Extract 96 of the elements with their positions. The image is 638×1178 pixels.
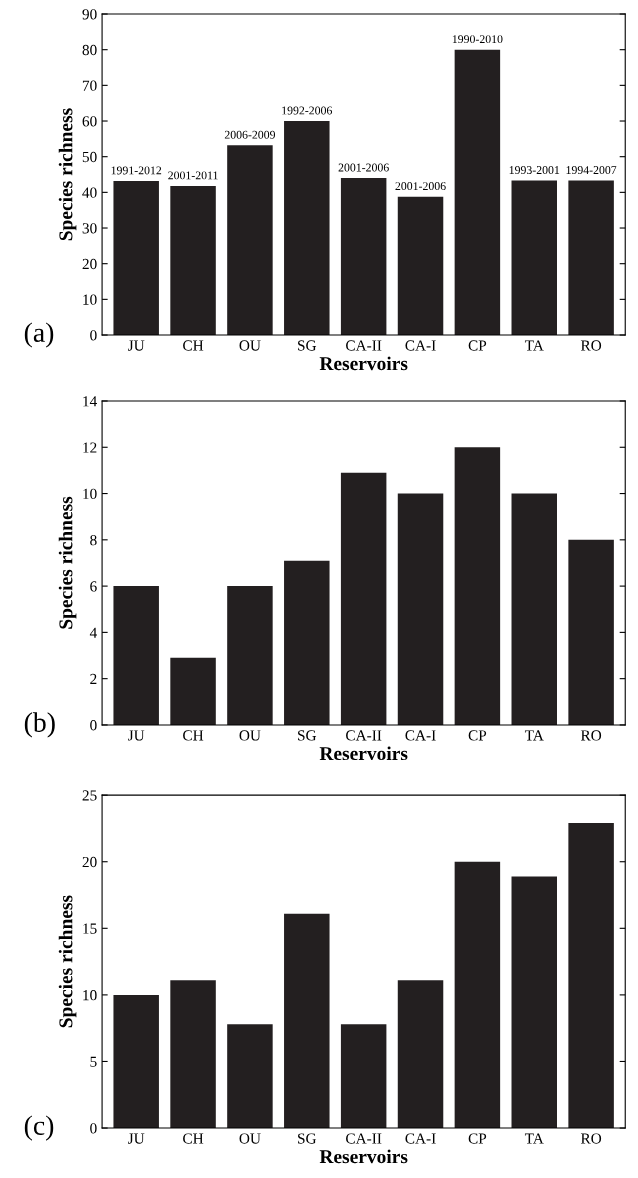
x-tick-label: OU — [239, 730, 261, 741]
bar — [568, 823, 614, 1129]
y-tick-label: 70 — [82, 80, 97, 91]
bar — [284, 560, 330, 725]
y-tick-label: 20 — [82, 258, 97, 270]
bar — [170, 185, 216, 336]
bar — [113, 586, 159, 725]
x-tick-label: RO — [580, 1133, 602, 1144]
bar — [340, 178, 387, 336]
y-tick-label: 15 — [83, 923, 97, 934]
y-tick-label: 25 — [82, 790, 97, 801]
x-tick-label: CP — [468, 730, 487, 741]
x-tick-label: JU — [128, 1133, 145, 1144]
bar — [227, 586, 273, 725]
y-tick-label: 10 — [83, 488, 97, 499]
y-tick-label: 0 — [90, 1123, 97, 1134]
y-tick-label: 2 — [90, 673, 97, 684]
x-tick-label: CP — [468, 1133, 487, 1144]
x-tick-label: SG — [298, 730, 317, 741]
bar — [511, 180, 557, 336]
bar — [340, 472, 387, 725]
bar — [284, 121, 330, 336]
y-tick-label: 20 — [82, 856, 97, 868]
x-tick-label: SG — [298, 340, 317, 351]
bar — [454, 49, 501, 336]
data-label: 2006-2009 — [224, 130, 276, 139]
y-axis-title: Species richness — [58, 895, 77, 1028]
x-tick-label: SG — [298, 1133, 317, 1144]
x-tick-label: CA-II — [346, 340, 382, 351]
data-label: 2001-2006 — [395, 182, 446, 191]
x-tick-label: CA-I — [405, 1133, 436, 1144]
y-tick-label: 30 — [82, 223, 97, 234]
x-tick-label: CA-I — [405, 730, 436, 741]
x-tick-label: CH — [183, 340, 204, 351]
x-axis-title: Reservoirs — [319, 1149, 408, 1164]
x-tick-label: TA — [524, 730, 544, 741]
bar — [511, 493, 557, 725]
y-tick-label: 5 — [90, 1056, 97, 1067]
y-axis-title: Species richness — [58, 496, 77, 629]
bar — [454, 447, 501, 725]
data-label: 1994-2007 — [566, 166, 617, 175]
x-tick-label: CH — [183, 730, 204, 741]
x-tick-label: RO — [580, 340, 602, 351]
text: (b) — [24, 712, 55, 738]
x-tick-label: CA-I — [405, 340, 436, 351]
x-tick-label: OU — [239, 340, 261, 351]
bar — [113, 180, 159, 336]
bar — [170, 980, 216, 1129]
y-tick-label: 6 — [90, 581, 97, 592]
x-tick-label: CP — [468, 340, 487, 351]
bar — [113, 994, 159, 1129]
y-tick-label: 10 — [83, 294, 97, 305]
y-tick-label: 50 — [82, 151, 97, 163]
bar — [227, 1024, 273, 1129]
y-tick-label: 10 — [83, 990, 97, 1001]
text: (a) — [24, 322, 54, 348]
x-tick-label: CA-II — [346, 730, 382, 741]
data-label: 1993-2001 — [509, 166, 560, 175]
x-tick-label: TA — [524, 1133, 544, 1144]
y-tick-label: 0 — [90, 330, 97, 341]
data-label: 2001-2006 — [338, 163, 389, 172]
bar — [397, 493, 444, 725]
bar — [227, 145, 273, 336]
x-tick-label: OU — [239, 1133, 261, 1144]
x-tick-label: TA — [524, 340, 544, 351]
x-axis-title: Reservoirs — [319, 356, 408, 371]
data-label: 2001-2011 — [168, 171, 218, 180]
x-tick-label: CH — [183, 1133, 204, 1144]
data-label: 1992-2006 — [282, 106, 333, 115]
y-tick-label: 14 — [83, 396, 97, 407]
bar — [568, 180, 614, 336]
y-tick-label: 80 — [82, 44, 97, 56]
y-tick-label: 60 — [82, 116, 97, 127]
text: (c) — [24, 1115, 54, 1141]
x-axis-title: Reservoirs — [319, 746, 408, 761]
x-tick-label: JU — [128, 340, 145, 351]
x-tick-label: JU — [128, 730, 145, 741]
data-label: 1990-2010 — [452, 35, 503, 44]
y-axis-title: Species richness — [58, 108, 77, 241]
bar — [511, 876, 557, 1129]
y-tick-label: 12 — [83, 442, 97, 453]
x-tick-label: RO — [580, 730, 602, 741]
bar — [170, 657, 216, 725]
bar — [568, 539, 614, 725]
bar — [454, 861, 501, 1129]
y-tick-label: 8 — [90, 534, 97, 546]
y-tick-label: 40 — [82, 187, 97, 198]
bar — [340, 1024, 387, 1129]
bar — [284, 913, 330, 1129]
y-tick-label: 90 — [82, 9, 97, 20]
data-label: 1991-2012 — [111, 166, 162, 175]
bar — [397, 196, 444, 336]
y-tick-label: 0 — [90, 720, 97, 731]
y-tick-label: 4 — [89, 627, 97, 638]
bar — [397, 980, 444, 1129]
x-tick-label: CA-II — [346, 1133, 382, 1144]
